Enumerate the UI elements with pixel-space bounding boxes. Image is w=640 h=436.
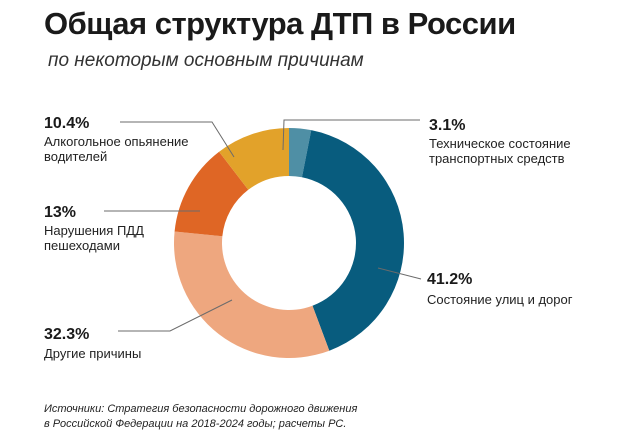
chart-subtitle: по некоторым основным причинам [48,50,364,71]
leader-line-other [118,299,233,332]
slice-label-peds-2: пешеходами [44,238,120,253]
slice-value-peds: 13% [44,204,76,221]
chart-title: Общая структура ДТП в России [44,6,516,41]
leader-lines [104,119,422,332]
slice-value-roads: 41.2% [427,271,472,288]
slice-label-peds-1: Нарушения ПДД [44,223,144,238]
source-note: Источники: Стратегия безопасности дорожн… [44,402,357,432]
slice-value-other: 32.3% [44,326,89,343]
slice-alcohol [219,128,289,190]
slice-tech [289,128,312,178]
slice-label-other-1: Другие причины [44,346,141,361]
slice-peds [174,151,249,237]
slice-label-alcohol-1: Алкогольное опьянение [44,134,189,149]
slice-label-tech-1: Техническое состояние [429,136,571,151]
slice-value-alcohol: 10.4% [44,115,89,132]
slice-label-alcohol-2: водителей [44,149,107,164]
slice-other [173,231,330,358]
leader-line-roads [377,267,422,280]
source-line-1: Источники: Стратегия безопасности дорожн… [44,403,358,415]
leader-line-tech [282,119,420,151]
slice-value-tech: 3.1% [429,117,465,134]
slice-roads [301,130,404,351]
slice-label-roads-1: Состояние улиц и дорог [427,292,573,307]
source-line-2: в Российской Федерации на 2018-2024 годы… [44,418,347,430]
donut-slices [173,128,404,358]
leader-line-alcohol [120,121,235,158]
slice-label-tech-2: транспортных средств [429,151,565,166]
